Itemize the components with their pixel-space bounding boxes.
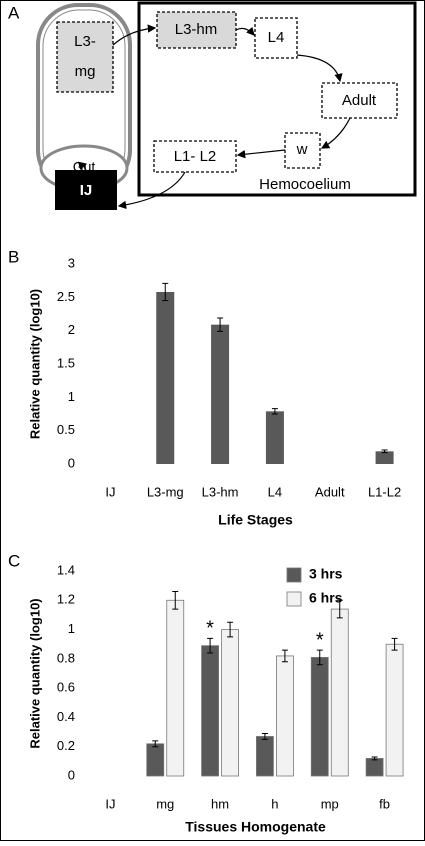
x-tick-label: mg [156,796,174,811]
arrow [296,54,343,83]
bar [365,758,384,777]
annotation: * [316,629,324,651]
compartment-label: Hemocoelium [259,176,351,193]
x-tick-label: IJ [105,796,115,811]
error-bar [162,282,169,302]
x-tick-label: h [271,796,278,811]
x-tick-label: L4 [268,484,282,499]
stage-box [56,21,114,93]
bar [201,645,219,777]
stage-label: mg [75,63,96,80]
ij-box [55,170,117,210]
bar [276,655,294,777]
x-axis-label: Tissues Homogenate [185,819,326,835]
x-tick-label: Adult [315,484,345,499]
legend-swatch [286,591,302,607]
panel-label: A [8,3,20,22]
stage-box [284,132,321,169]
y-tick-label: 1 [68,621,75,636]
stage-label: w [296,141,308,158]
panel-label: B [8,247,19,266]
error-bar [271,408,278,415]
stage-box [321,82,398,119]
y-tick-label: 0.2 [57,738,75,753]
x-tick-label: hm [211,796,229,811]
bar [375,451,394,464]
stage-box [153,140,237,173]
bar [265,411,284,464]
x-tick-label: mp [321,796,339,811]
stage-label: L3- [74,33,96,50]
bar [330,608,349,777]
y-tick-label: 0.5 [57,422,75,437]
error-bar [152,740,159,748]
bar [256,736,274,777]
stage-box [156,11,237,49]
annotation: * [206,618,214,640]
y-tick-label: 1.4 [57,562,75,577]
x-tick-label: fb [379,796,390,811]
arrow [320,117,351,149]
hemocoelium-box [137,1,417,197]
error-bar [261,733,268,740]
bar [221,629,239,777]
bar [156,292,175,464]
y-tick-label: 0.8 [57,650,75,665]
y-tick-label: 1.2 [57,592,75,607]
arrow [77,161,88,171]
error-bar [316,649,323,666]
y-tick-label: 0 [68,455,75,470]
error-bar [281,649,288,663]
stage-label: L3-hm [175,21,218,38]
arrow [117,171,186,210]
error-bar [391,637,398,651]
bar [310,656,329,777]
y-tick-label: 0 [68,767,75,782]
y-tick-label: 0.6 [57,680,75,695]
ij-label: IJ [80,182,93,199]
y-tick-label: 3 [68,255,75,270]
stage-label: Adult [342,92,377,109]
stage-box [254,17,298,59]
panel-label: C [8,551,20,570]
error-bar [217,317,224,332]
arrow [112,24,157,46]
y-axis-label: Relative quantity (log10) [27,289,42,439]
y-tick-label: 1 [68,389,75,404]
stage-label: L4 [268,29,285,46]
diagram: Gut L3- mg L3-hm L4 Adult w L1- L2 Hemoc… [36,1,417,210]
x-axis-label: Life Stages [218,512,293,528]
x-tick-label: L1-L2 [368,484,401,499]
error-bar [172,591,179,610]
error-bar [207,637,214,654]
error-bar [227,621,234,638]
error-bar [371,756,378,761]
bar [166,599,185,777]
error-bar [381,449,388,454]
y-tick-label: 1.5 [57,355,75,370]
x-tick-label: IJ [105,484,115,499]
y-tick-label: 0.4 [57,709,75,724]
arrow [235,26,255,36]
y-tick-label: 2.5 [57,289,75,304]
bar [146,743,165,777]
bar [385,643,404,777]
error-bar [336,599,343,619]
stage-label: L1- L2 [174,148,217,165]
x-tick-label: L3-hm [202,484,239,499]
legend-swatch [286,567,302,583]
x-tick-label: L3-mg [147,484,184,499]
y-tick-label: 2 [68,322,75,337]
legend-label: 3 hrs [309,566,343,582]
legend-label: 6 hrs [309,590,343,606]
arrow [236,149,286,159]
bar [211,324,230,464]
y-axis-label: Relative quantity (log10) [27,598,42,748]
